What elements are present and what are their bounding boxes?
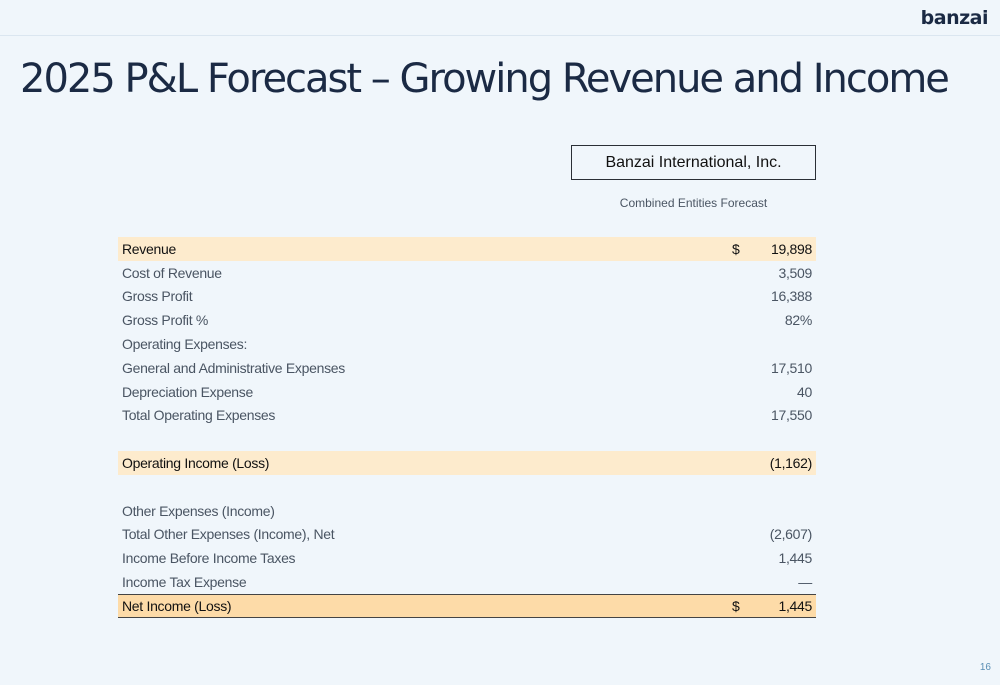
table-row-cost-of-revenue: Cost of Revenue 3,509 xyxy=(118,261,816,285)
row-label: Operating Expenses: xyxy=(122,336,248,353)
table-row-depreciation: Depreciation Expense 40 xyxy=(118,380,816,404)
page-number: 16 xyxy=(979,662,991,673)
table-row-total-operating-expenses: Total Operating Expenses 17,550 xyxy=(118,404,816,428)
row-label: Net Income (Loss) xyxy=(122,597,232,614)
row-label: Total Operating Expenses xyxy=(122,407,276,424)
row-label: Income Tax Expense xyxy=(122,574,247,591)
pl-table: Revenue $ 19,898 Cost of Revenue 3,509 G… xyxy=(118,237,816,618)
row-value: 40 xyxy=(797,383,812,400)
row-label: Depreciation Expense xyxy=(122,383,253,400)
table-row-operating-expenses-header: Operating Expenses: xyxy=(118,332,816,356)
row-currency: $ xyxy=(732,240,740,257)
row-value: 17,550 xyxy=(770,407,812,424)
row-label: General and Administrative Expenses xyxy=(122,359,345,376)
table-row-gross-profit: Gross Profit 16,388 xyxy=(118,285,816,309)
table-row-other-expenses-header: Other Expenses (Income) xyxy=(118,499,816,523)
row-value: 82% xyxy=(784,312,812,329)
table-spacer xyxy=(118,475,816,499)
entity-name-box: Banzai International, Inc. xyxy=(571,145,816,180)
table-row-income-tax-expense: Income Tax Expense — xyxy=(118,570,816,594)
row-value: 1,445 xyxy=(778,597,812,614)
table-row-g-and-a: General and Administrative Expenses 17,5… xyxy=(118,356,816,380)
row-value: 17,510 xyxy=(770,359,812,376)
table-row-income-before-taxes: Income Before Income Taxes 1,445 xyxy=(118,546,816,570)
banzai-logo: banzai xyxy=(920,7,989,29)
row-value: 3,509 xyxy=(778,264,812,281)
table-row-revenue: Revenue $ 19,898 xyxy=(118,237,816,261)
row-value: 1,445 xyxy=(778,550,812,567)
row-value: 19,898 xyxy=(770,240,812,257)
row-value: (2,607) xyxy=(769,526,813,543)
table-row-operating-income: Operating Income (Loss) (1,162) xyxy=(118,451,816,475)
row-label: Gross Profit % xyxy=(122,312,209,329)
page-title: 2025 P&L Forecast – Growing Revenue and … xyxy=(20,56,950,102)
row-label: Cost of Revenue xyxy=(122,264,222,281)
row-label: Operating Income (Loss) xyxy=(122,455,270,472)
row-label: Other Expenses (Income) xyxy=(122,502,275,519)
row-label: Revenue xyxy=(122,240,176,257)
row-currency: $ xyxy=(732,597,740,614)
row-label: Income Before Income Taxes xyxy=(122,550,296,567)
entity-name: Banzai International, Inc. xyxy=(605,153,782,171)
row-value: — xyxy=(798,574,812,591)
row-value: (1,162) xyxy=(769,455,813,472)
table-row-net-income: Net Income (Loss) $ 1,445 xyxy=(118,593,816,618)
row-label: Total Other Expenses (Income), Net xyxy=(122,526,335,543)
table-spacer xyxy=(118,427,816,451)
table-row-total-other-expenses: Total Other Expenses (Income), Net (2,60… xyxy=(118,523,816,547)
table-row-gross-profit-pct: Gross Profit % 82% xyxy=(118,308,816,332)
header-divider xyxy=(0,35,1000,36)
entity-subtitle: Combined Entities Forecast xyxy=(619,196,768,210)
row-label: Gross Profit xyxy=(122,288,193,305)
row-value: 16,388 xyxy=(770,288,812,305)
